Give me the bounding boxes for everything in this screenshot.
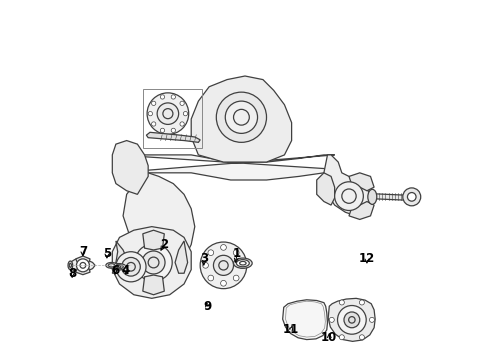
Ellipse shape	[236, 260, 249, 267]
Polygon shape	[175, 241, 188, 273]
Polygon shape	[317, 173, 335, 205]
Ellipse shape	[234, 258, 252, 268]
Polygon shape	[112, 140, 148, 194]
Circle shape	[142, 251, 165, 274]
Polygon shape	[123, 173, 195, 262]
Polygon shape	[328, 298, 375, 341]
Circle shape	[338, 306, 366, 334]
Circle shape	[408, 193, 416, 201]
Polygon shape	[116, 155, 335, 180]
Circle shape	[359, 335, 365, 340]
Ellipse shape	[108, 264, 115, 267]
Polygon shape	[349, 202, 374, 220]
Circle shape	[135, 244, 172, 281]
Circle shape	[76, 259, 89, 272]
Circle shape	[171, 95, 175, 99]
Circle shape	[214, 255, 234, 275]
Text: 11: 11	[283, 323, 299, 336]
Circle shape	[203, 262, 208, 268]
Circle shape	[335, 182, 364, 211]
Circle shape	[403, 188, 421, 206]
Circle shape	[225, 101, 258, 134]
Circle shape	[183, 112, 188, 116]
Circle shape	[239, 262, 245, 268]
Bar	[143, 89, 202, 148]
Circle shape	[147, 93, 189, 134]
Circle shape	[339, 300, 344, 305]
Text: 2: 2	[160, 238, 169, 251]
Circle shape	[200, 242, 247, 289]
Circle shape	[208, 250, 214, 256]
Circle shape	[233, 275, 239, 281]
Ellipse shape	[69, 264, 72, 267]
Polygon shape	[191, 76, 292, 162]
Circle shape	[180, 101, 184, 105]
Text: 12: 12	[359, 252, 375, 265]
Polygon shape	[143, 230, 164, 250]
Circle shape	[359, 300, 365, 305]
Circle shape	[220, 280, 226, 286]
Circle shape	[329, 318, 334, 322]
Ellipse shape	[368, 189, 377, 204]
Circle shape	[157, 103, 179, 125]
Polygon shape	[112, 241, 128, 273]
Circle shape	[233, 250, 239, 256]
Ellipse shape	[106, 262, 117, 268]
Polygon shape	[143, 275, 164, 295]
Circle shape	[220, 244, 226, 250]
Circle shape	[171, 128, 175, 132]
Circle shape	[151, 122, 156, 126]
Polygon shape	[147, 132, 200, 142]
Text: 1: 1	[233, 247, 241, 260]
Circle shape	[180, 122, 184, 126]
Circle shape	[116, 252, 146, 282]
Circle shape	[160, 128, 165, 132]
Text: 6: 6	[111, 264, 119, 277]
Text: 9: 9	[203, 300, 212, 313]
Polygon shape	[112, 226, 191, 298]
Polygon shape	[370, 194, 412, 201]
Circle shape	[208, 275, 214, 281]
Circle shape	[151, 101, 156, 105]
Ellipse shape	[68, 261, 73, 270]
Circle shape	[344, 312, 360, 328]
Text: 5: 5	[103, 247, 111, 260]
Circle shape	[122, 257, 140, 276]
Ellipse shape	[114, 265, 123, 269]
Circle shape	[216, 92, 267, 142]
Ellipse shape	[112, 264, 126, 270]
Text: 3: 3	[200, 252, 208, 265]
Polygon shape	[76, 269, 90, 275]
Polygon shape	[283, 300, 327, 339]
Text: 4: 4	[122, 264, 130, 277]
Circle shape	[369, 318, 374, 322]
Polygon shape	[69, 259, 95, 272]
Polygon shape	[76, 256, 90, 262]
Circle shape	[339, 335, 344, 340]
Text: 8: 8	[68, 267, 76, 280]
Circle shape	[148, 112, 152, 116]
Polygon shape	[349, 173, 374, 191]
Text: 7: 7	[79, 245, 87, 258]
Circle shape	[160, 95, 165, 99]
Polygon shape	[324, 155, 370, 216]
Text: 10: 10	[321, 331, 338, 344]
